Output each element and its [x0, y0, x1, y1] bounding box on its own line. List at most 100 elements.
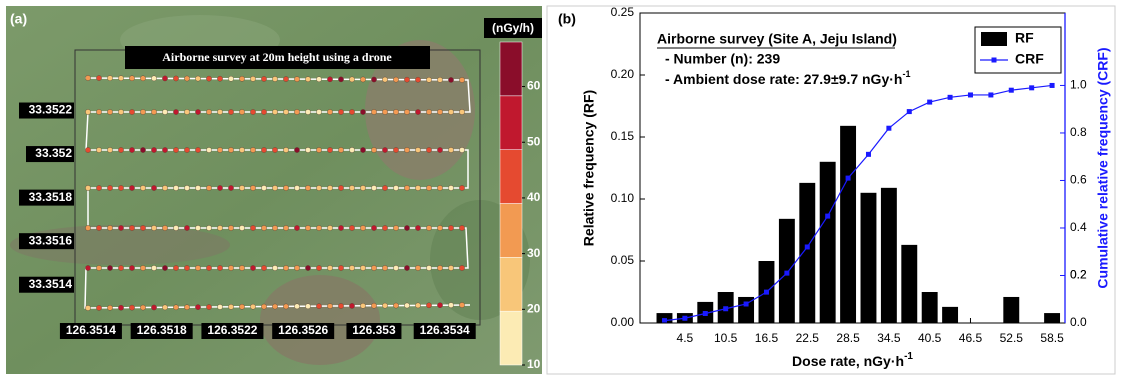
dot — [338, 265, 343, 270]
bar — [1003, 297, 1019, 323]
dot — [327, 77, 332, 82]
bar — [901, 245, 917, 323]
dot — [404, 109, 409, 114]
dot — [283, 109, 288, 114]
dot — [426, 225, 431, 230]
dot — [250, 304, 255, 309]
dot — [261, 225, 266, 230]
dot — [305, 265, 310, 270]
marker — [968, 92, 973, 97]
dot — [96, 305, 101, 310]
x-tick-label: 28.5 — [836, 331, 860, 345]
dot — [382, 109, 387, 114]
dot — [338, 77, 343, 82]
dot — [415, 185, 420, 190]
dot — [195, 76, 200, 81]
dot — [228, 76, 233, 81]
y-tick-label: 33.352 — [35, 146, 72, 160]
dot — [316, 185, 321, 190]
dot — [129, 109, 134, 114]
dot — [250, 109, 255, 114]
dot — [371, 77, 376, 82]
dot — [151, 265, 156, 270]
y-tick-label: 0.10 — [611, 191, 635, 205]
x-tick-label: 58.5 — [1040, 331, 1064, 345]
x-axis-label: Dose rate, nGy·h-1 — [792, 351, 913, 369]
dot — [448, 265, 453, 270]
dot — [316, 109, 321, 114]
dot — [228, 304, 233, 309]
dot — [261, 76, 266, 81]
dot — [437, 225, 442, 230]
dot — [305, 304, 310, 309]
dot — [107, 76, 112, 81]
dot — [459, 302, 464, 307]
colorbar-band — [500, 257, 522, 311]
y-axis-label: Relative frequency (RF) — [581, 90, 597, 246]
dot — [272, 147, 277, 152]
x-tick-label: 126.3534 — [420, 323, 470, 337]
dot — [151, 305, 156, 310]
dot — [107, 109, 112, 114]
dot — [195, 225, 200, 230]
colorbar-tick-label: 10 — [527, 357, 541, 371]
dot — [283, 76, 288, 81]
y2-tick-label: 0.4 — [1070, 220, 1087, 234]
dot — [393, 225, 398, 230]
x-tick-label: 4.5 — [677, 331, 694, 345]
x-axis-label-sup: -1 — [904, 351, 913, 362]
dot — [360, 77, 365, 82]
dot — [96, 225, 101, 230]
dot — [85, 305, 90, 310]
annotation-sup: -1 — [902, 69, 910, 79]
dot — [96, 75, 101, 80]
dot — [96, 147, 101, 152]
y-tick-label: 33.3516 — [29, 233, 73, 247]
y2-tick-label: 0.0 — [1070, 315, 1087, 329]
dot — [415, 109, 420, 114]
dot — [338, 303, 343, 308]
dot — [448, 77, 453, 82]
dot — [151, 185, 156, 190]
x-tick-label: 126.353 — [352, 323, 396, 337]
dot — [107, 305, 112, 310]
y-tick-label: 0.00 — [611, 315, 635, 329]
dot — [294, 185, 299, 190]
dot — [382, 77, 387, 82]
y2-axis-label: Cumulative relative frequency (CRF) — [1095, 47, 1111, 288]
dot — [459, 225, 464, 230]
dot — [217, 304, 222, 309]
marker — [784, 271, 789, 276]
dot — [217, 265, 222, 270]
y-tick-label: 33.3514 — [29, 277, 73, 291]
dot — [415, 265, 420, 270]
x-tick-label: 126.3522 — [207, 323, 257, 337]
dot — [195, 147, 200, 152]
dot — [404, 185, 409, 190]
x-tick-label: 40.5 — [918, 331, 942, 345]
dot — [239, 265, 244, 270]
dot — [118, 109, 123, 114]
dot — [162, 265, 167, 270]
dot — [338, 109, 343, 114]
dot — [173, 265, 178, 270]
dot — [206, 147, 211, 152]
dot — [96, 185, 101, 190]
dot — [415, 147, 420, 152]
marker — [744, 301, 749, 306]
dot — [173, 147, 178, 152]
y-tick-label: 33.3522 — [29, 103, 73, 117]
dot — [173, 109, 178, 114]
dot — [283, 304, 288, 309]
dot — [151, 76, 156, 81]
y2-tick-label: 0.8 — [1070, 125, 1087, 139]
marker — [1009, 88, 1014, 93]
dot — [85, 147, 90, 152]
legend-marker — [992, 58, 997, 63]
dot — [85, 265, 90, 270]
dot — [217, 147, 222, 152]
panel-label: (b) — [558, 11, 576, 27]
dot — [129, 225, 134, 230]
y2-tick-label: 1.0 — [1070, 78, 1087, 92]
legend-label: RF — [1015, 30, 1034, 46]
